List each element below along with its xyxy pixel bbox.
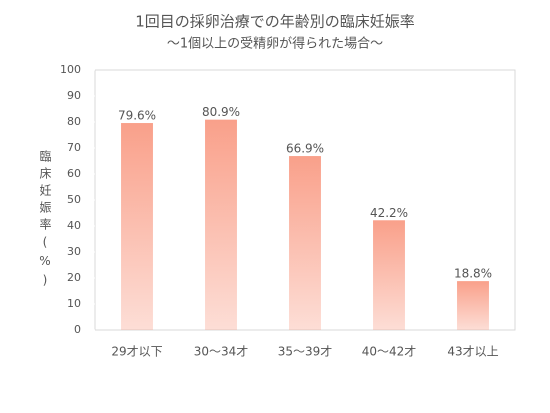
- data-label: 42.2%: [370, 206, 408, 220]
- bar: [457, 281, 489, 330]
- y-tick-label: 10: [67, 297, 81, 310]
- y-tick-label: 80: [67, 115, 81, 128]
- x-tick-label: 29才以下: [111, 345, 162, 359]
- data-label: 66.9%: [286, 142, 324, 156]
- x-tick-label: 30～34才: [194, 345, 249, 359]
- y-tick-label: 30: [67, 245, 81, 258]
- y-tick-label: 50: [67, 193, 81, 206]
- x-tick-label: 35～39才: [278, 345, 333, 359]
- y-axis-label: 臨床妊娠率(%): [38, 150, 52, 292]
- bar: [205, 119, 237, 330]
- data-label: 80.9%: [202, 105, 240, 119]
- y-tick-label: 90: [67, 89, 81, 102]
- y-tick-label: 40: [67, 219, 81, 232]
- y-tick-label: 0: [74, 323, 81, 336]
- chart-title: 1回目の採卵治療での年齢別の臨床妊娠率: [135, 13, 415, 31]
- y-tick-label: 20: [67, 271, 81, 284]
- data-label: 79.6%: [118, 109, 156, 123]
- data-label: 18.8%: [454, 267, 492, 281]
- bar: [373, 220, 405, 330]
- x-tick-label: 43才以上: [447, 345, 498, 359]
- y-tick-label: 100: [60, 63, 81, 76]
- bar: [289, 156, 321, 330]
- y-tick-label: 70: [67, 141, 81, 154]
- y-tick-label: 60: [67, 167, 81, 180]
- chart-subtitle: ～1個以上の受精卵が得られた場合～: [167, 36, 383, 52]
- x-tick-label: 40～42才: [362, 345, 417, 359]
- bar: [121, 123, 153, 330]
